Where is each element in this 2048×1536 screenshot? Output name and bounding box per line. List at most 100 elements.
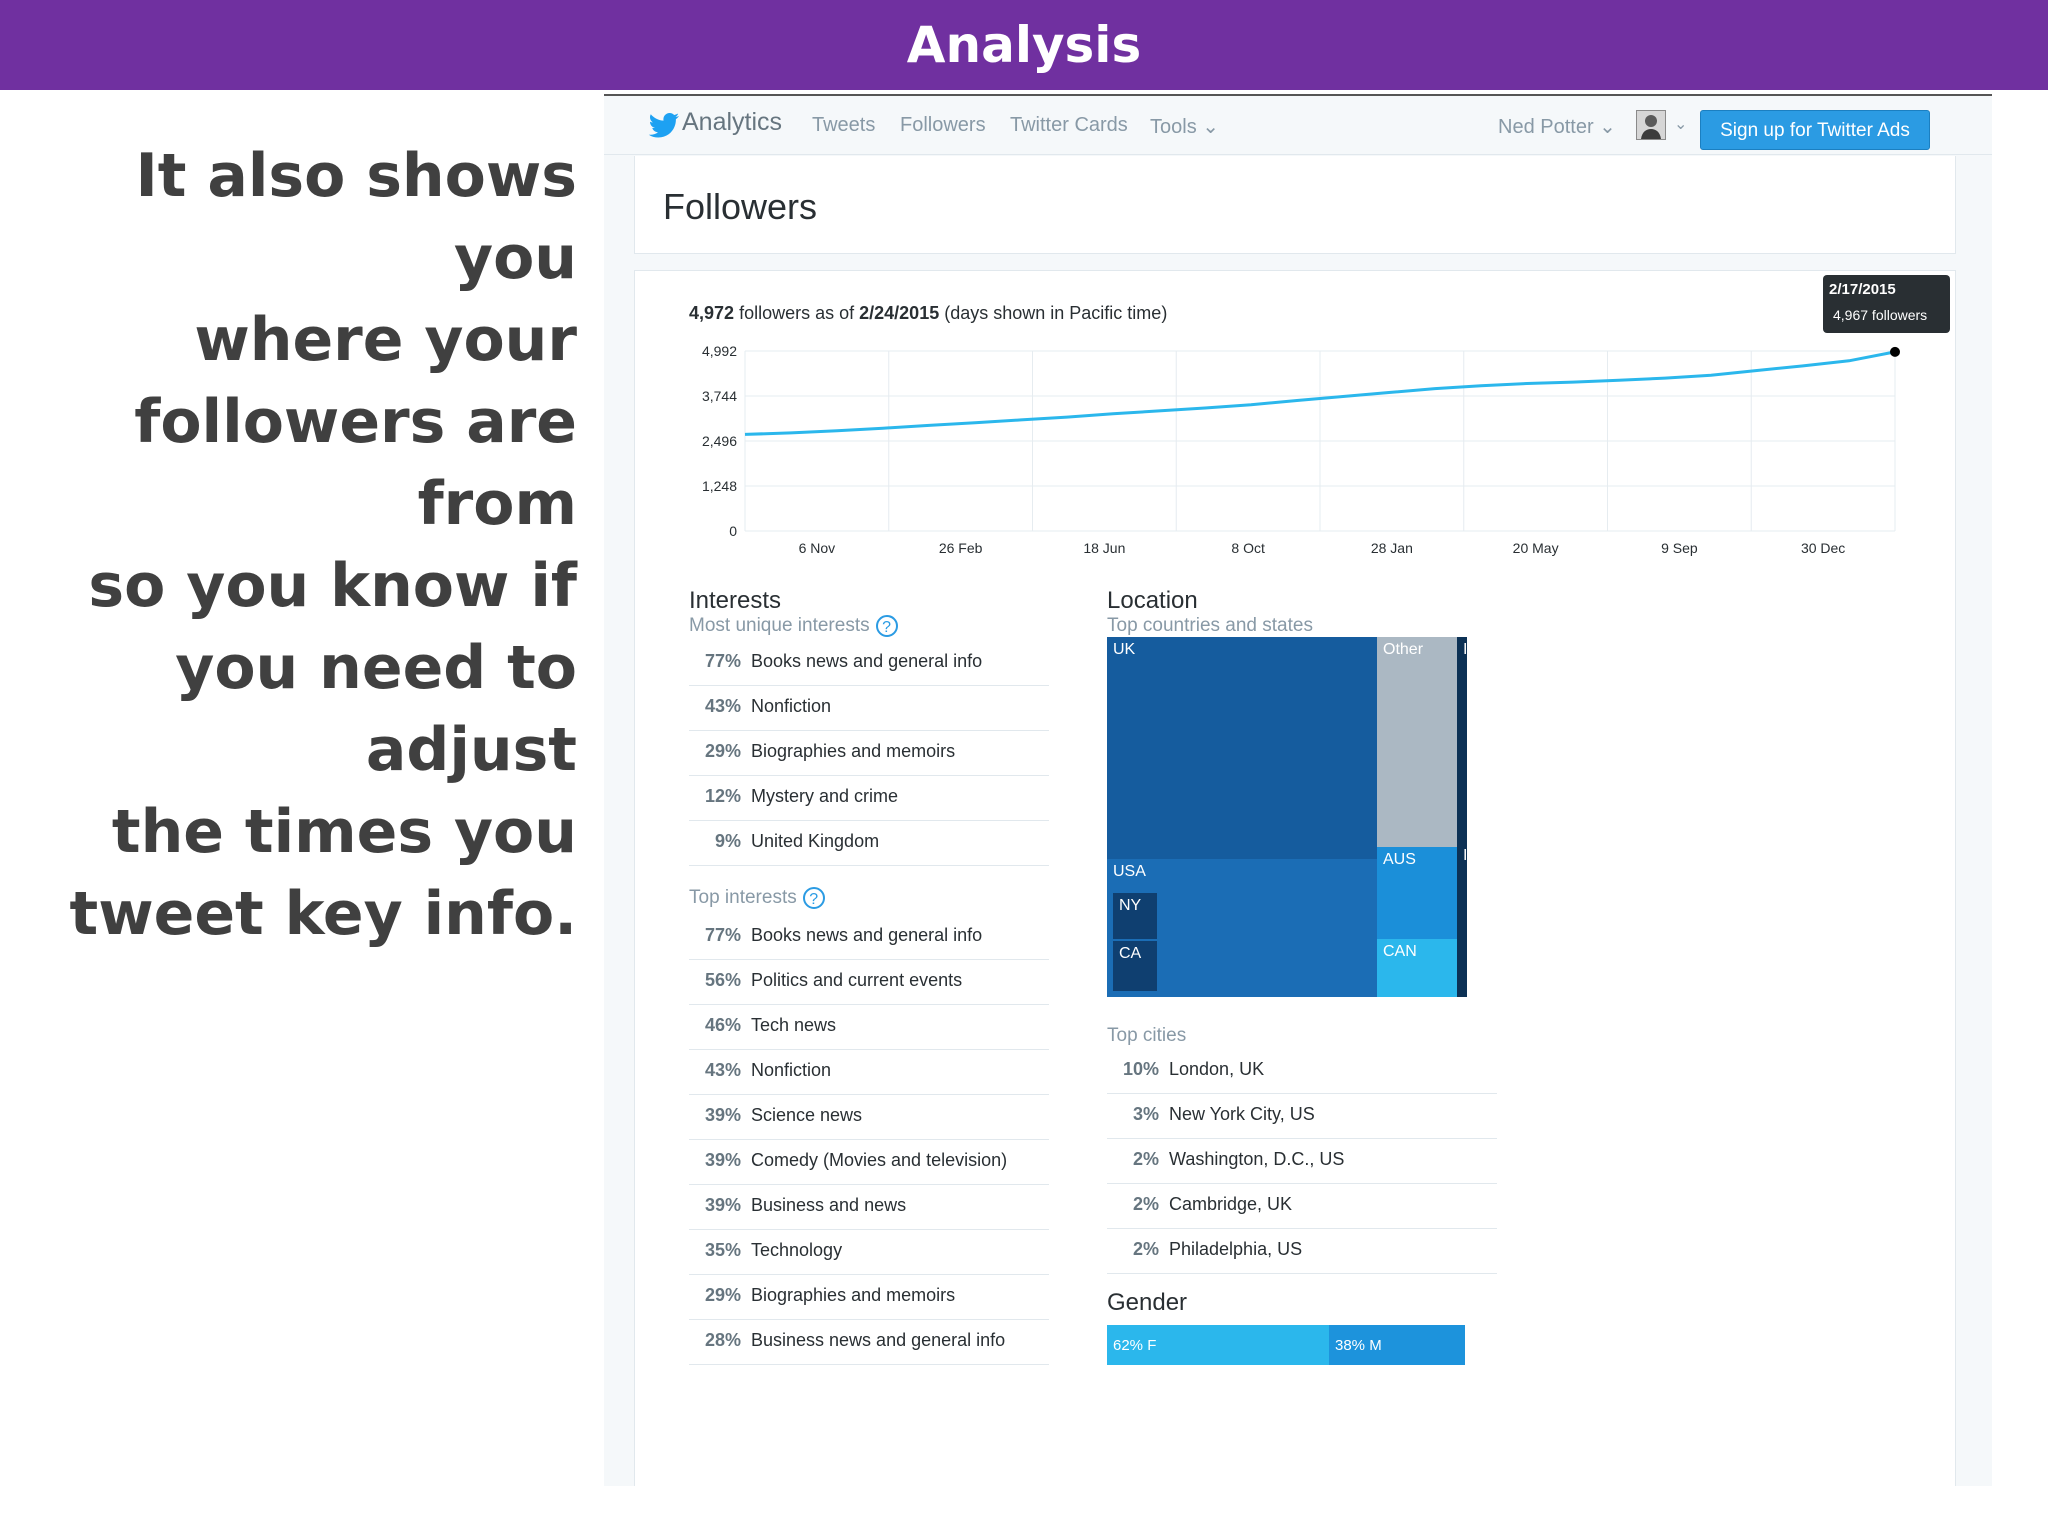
- list-item: 3% New York City, US: [1107, 1094, 1497, 1139]
- list-item: 9% United Kingdom: [689, 821, 1049, 866]
- list-item: 77% Books news and general info: [689, 915, 1049, 960]
- gender-male-label: 38% M: [1335, 1337, 1382, 1354]
- list-item: 2% Philadelphia, US: [1107, 1229, 1497, 1274]
- help-icon[interactable]: ?: [875, 615, 898, 637]
- treemap-ny[interactable]: NY: [1113, 893, 1157, 939]
- interests-title: Interests: [689, 587, 782, 614]
- treemap-label: CA: [1119, 945, 1142, 962]
- list-item-percent: 2%: [1132, 1239, 1159, 1259]
- treemap-ca[interactable]: CA: [1113, 941, 1157, 991]
- user-name: Ned Potter: [1498, 116, 1594, 138]
- list-item: 29% Biographies and memoirs: [689, 731, 1049, 776]
- summary-text: followers as of: [739, 303, 855, 323]
- list-item: 39% Business and news: [689, 1185, 1049, 1230]
- x-tick-label: 20 May: [1513, 540, 1559, 556]
- gender-bar: 62% F 38% M: [1107, 1325, 1465, 1365]
- user-menu[interactable]: Ned Potter ⌄: [1498, 114, 1616, 139]
- sign-up-ads-button[interactable]: Sign up for Twitter Ads: [1700, 110, 1930, 150]
- x-tick-label: 30 Dec: [1801, 540, 1845, 556]
- treemap-label: Other: [1383, 641, 1424, 658]
- gender-title: Gender: [1107, 1289, 1188, 1316]
- treemap-label: I: [1463, 847, 1468, 864]
- list-item-percent: 43%: [704, 696, 741, 716]
- list-item: 39% Science news: [689, 1095, 1049, 1140]
- followers-summary: 4,972 followers as of 2/24/2015 (days sh…: [689, 303, 1167, 324]
- x-tick-label: 26 Feb: [939, 540, 983, 556]
- list-item-percent: 3%: [1132, 1104, 1159, 1124]
- twitter-analytics-screenshot: Analytics Tweets Followers Twitter Cards…: [604, 94, 1992, 1486]
- chevron-down-icon: ⌄: [1202, 116, 1220, 138]
- chevron-down-icon[interactable]: ⌄: [1674, 116, 1688, 133]
- list-item-percent: 39%: [704, 1150, 741, 1170]
- list-item-percent: 2%: [1132, 1149, 1159, 1169]
- treemap-can[interactable]: CAN: [1377, 939, 1457, 997]
- list-item-label: Biographies and memoirs: [751, 741, 956, 761]
- list-item-label: Nonfiction: [751, 1060, 832, 1080]
- list-item: 46% Tech news: [689, 1005, 1049, 1050]
- list-item: 12% Mystery and crime: [689, 776, 1049, 821]
- list-item: 56% Politics and current events: [689, 960, 1049, 1005]
- treemap-uk[interactable]: UK: [1107, 637, 1377, 859]
- top-interests-label: Top interests?: [689, 887, 825, 909]
- gender-female-segment[interactable]: 62% F: [1107, 1325, 1329, 1365]
- series-line: [744, 350, 1896, 436]
- list-item-label: London, UK: [1169, 1059, 1265, 1079]
- list-item: 35% Technology: [689, 1230, 1049, 1275]
- list-item: 2% Washington, D.C., US: [1107, 1139, 1497, 1184]
- list-item: 2% Cambridge, UK: [1107, 1184, 1497, 1229]
- follower-count: 4,972: [689, 303, 735, 323]
- gender-male-segment[interactable]: 38% M: [1329, 1325, 1465, 1365]
- nav-twitter-cards[interactable]: Twitter Cards: [1010, 114, 1128, 136]
- list-item-percent: 10%: [1122, 1059, 1159, 1079]
- treemap-label: NY: [1119, 897, 1142, 914]
- treemap-aus[interactable]: AUS: [1377, 847, 1457, 939]
- list-item-label: Books news and general info: [751, 651, 983, 671]
- x-tick-label: 28 Jan: [1371, 540, 1413, 556]
- twitter-bird-icon[interactable]: [648, 112, 680, 140]
- page-title: Followers: [663, 186, 818, 227]
- treemap-other[interactable]: Other: [1377, 637, 1457, 847]
- body-line: you need to adjust: [175, 633, 577, 785]
- list-item-percent: 9%: [714, 831, 741, 851]
- top-countries-label: Top countries and states: [1107, 615, 1313, 636]
- unique-interests-text: Most unique interests: [689, 615, 870, 637]
- nav-brand[interactable]: Analytics: [682, 108, 783, 136]
- list-item: 10% London, UK: [1107, 1049, 1497, 1094]
- list-item-percent: 12%: [704, 786, 741, 806]
- list-item-label: Business news and general info: [751, 1330, 1006, 1350]
- avatar-image: [1637, 111, 1665, 139]
- x-tick-label: 6 Nov: [799, 540, 836, 556]
- list-item-percent: 56%: [704, 970, 741, 990]
- top-interests-text: Top interests: [689, 887, 797, 909]
- x-tick-label: 8 Oct: [1231, 540, 1265, 556]
- followers-line-chart: 0 1,248 2,496 3,744 4,992 6 Nov 26 Feb 18 Jun 8 …: [702, 343, 1900, 556]
- highlight-point: [1890, 346, 1900, 357]
- gender-female-label: 62% F: [1113, 1337, 1157, 1354]
- summary-date: 2/24/2015: [859, 303, 940, 323]
- x-tick-label: 9 Sep: [1661, 540, 1698, 556]
- list-item-label: Tech news: [751, 1015, 837, 1035]
- treemap-label: AUS: [1383, 851, 1416, 868]
- chevron-down-icon: ⌄: [1599, 116, 1616, 138]
- list-item-percent: 39%: [704, 1105, 741, 1125]
- list-item-percent: 43%: [704, 1060, 741, 1080]
- slide-title: Analysis: [906, 16, 1142, 74]
- list-item-label: Technology: [751, 1240, 843, 1260]
- nav-followers[interactable]: Followers: [900, 114, 986, 136]
- list-item-percent: 29%: [704, 1285, 741, 1305]
- location-title: Location: [1107, 587, 1198, 614]
- chart-tooltip: 2/17/2015 4,967 followers: [1823, 275, 1950, 333]
- list-item: 77% Books news and general info: [689, 641, 1049, 686]
- avatar[interactable]: [1636, 110, 1666, 140]
- list-item-percent: 39%: [704, 1195, 741, 1215]
- body-line: tweet key info.: [69, 879, 577, 949]
- help-icon[interactable]: ?: [802, 887, 825, 909]
- summary-note: (days shown in Pacific time): [944, 303, 1168, 323]
- top-cities-label: Top cities: [1107, 1025, 1187, 1046]
- nav-tools[interactable]: Tools ⌄: [1150, 114, 1219, 139]
- nav-tweets[interactable]: Tweets: [812, 114, 876, 136]
- list-item: 28% Business news and general info: [689, 1320, 1049, 1365]
- list-item-label: Comedy (Movies and television): [751, 1150, 1008, 1170]
